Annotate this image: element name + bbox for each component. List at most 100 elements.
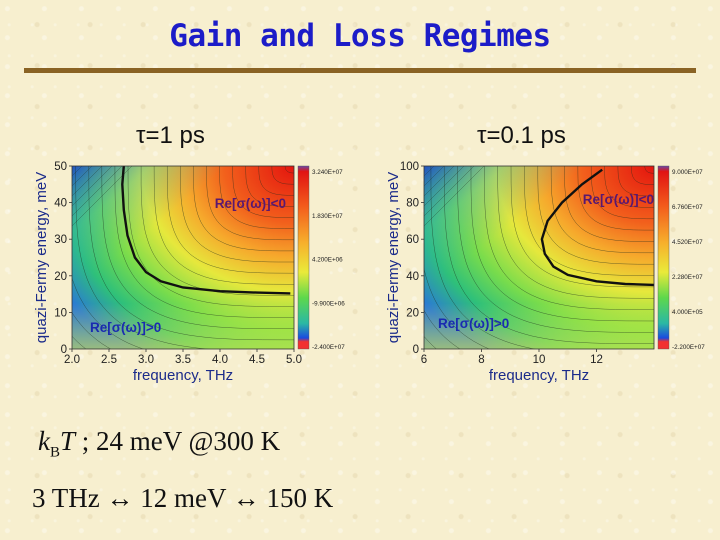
contour-line (271, 166, 294, 185)
contour-line (72, 166, 93, 187)
formula-arrow-1: ↔ (106, 483, 134, 513)
x-tick-label: 4.0 (212, 354, 228, 366)
y-tick-label: 100 (400, 161, 419, 173)
y-tick-label: 20 (406, 307, 419, 319)
y-tick-label: 0 (61, 344, 67, 356)
contour-line (424, 166, 485, 227)
formula-k: k (38, 426, 50, 456)
contour-line (424, 309, 461, 349)
panel-title-tau-1ps: τ=1 ps (136, 122, 205, 149)
contour-line (537, 166, 654, 265)
x-tick-label: 8 (478, 354, 484, 366)
formula-k-sub: B (49, 444, 60, 461)
x-tick-label: 2.5 (101, 354, 117, 366)
contour-line (590, 166, 654, 220)
title-rule (24, 68, 696, 73)
heatmap-field (72, 166, 294, 349)
region-label-loss: Re[σ(ω)]>0 (90, 320, 161, 335)
zero-contour (540, 168, 654, 287)
formula-thz: 3 THz (32, 483, 100, 513)
colorbar-label: -2.400E+07 (312, 344, 345, 351)
formula-mev: 12 meV (140, 483, 226, 513)
contour-line (443, 166, 654, 344)
colorbar-label: 2.280E+07 (672, 274, 703, 281)
colorbar-label: 6.760E+07 (672, 204, 703, 211)
x-tick-label: 6 (421, 354, 427, 366)
contour-line (258, 166, 294, 196)
x-tick-label: 3.0 (138, 354, 154, 366)
formula-energy: 24 meV @300 K (96, 426, 281, 456)
region-label-loss: Re[σ(ω)]>0 (438, 316, 509, 331)
y-tick-label: 40 (406, 271, 419, 283)
contour-line (72, 335, 87, 349)
colorbar-label: 9.000E+07 (672, 169, 703, 176)
contour-line (550, 166, 654, 254)
heatmap-tau-01ps: Re[σ(ω)]<0 Re[σ(ω)]>0 6 8 10 12 0 20 40 60 80 100 fr… (385, 161, 705, 384)
heatmap-corner-tint (72, 166, 294, 349)
contour-line (424, 166, 455, 197)
formula-kelvin: 150 K (266, 483, 334, 513)
contour-line (101, 166, 294, 329)
y-tick-label: 80 (406, 198, 419, 210)
panel-title-tau-01ps: τ=0.1 ps (477, 122, 566, 149)
y-tick-label: 30 (54, 234, 67, 246)
formula-t: T (60, 426, 76, 456)
x-tick-label: 12 (590, 354, 603, 366)
colorbar-label: 4.520E+07 (672, 239, 703, 246)
contour-line (245, 166, 294, 207)
y-axis-label: quazi-Fermy energy, meV (33, 172, 50, 343)
contour-line (577, 166, 654, 231)
formula-arrow-2: ↔ (232, 483, 260, 513)
contour-line (284, 166, 294, 174)
colorbar-label: 3.240E+07 (312, 169, 343, 176)
contour-line (72, 166, 113, 207)
formula-conversion: 3 THz ↔ 12 meV ↔ 150 K (32, 483, 333, 514)
colorbar-label: 1.830E+07 (312, 213, 343, 220)
colorbar-label: 4.200E+06 (312, 257, 343, 264)
colorbar-label: -2.200E+07 (672, 344, 705, 351)
contour-line (114, 166, 294, 318)
contour-line (72, 277, 144, 349)
contour-line (72, 166, 123, 217)
contour-line (430, 166, 536, 349)
x-axis-label: frequency, THz (489, 367, 589, 384)
contour-line (127, 166, 294, 307)
colorbar-label: 4.000E+05 (672, 309, 703, 316)
x-tick-label: 3.5 (175, 354, 191, 366)
x-tick-label: 2.0 (64, 354, 80, 366)
contour-line (424, 166, 465, 207)
contour-line (180, 166, 294, 263)
contour-line (72, 311, 112, 349)
contour-line (484, 166, 654, 310)
contour-line (88, 166, 294, 341)
heatmap-field (424, 166, 654, 349)
y-tick-label: 0 (413, 344, 419, 356)
contour-line (166, 166, 294, 274)
heatmap-corner-tint (424, 166, 654, 349)
y-tick-label: 60 (406, 234, 419, 246)
y-axis-label: quazi-Fermy energy, meV (385, 172, 402, 343)
contour-line (617, 166, 654, 197)
contour-line (457, 166, 654, 333)
colorbar-label: -9.900E+06 (312, 300, 345, 307)
contour-line (424, 267, 490, 349)
contour-line (75, 166, 211, 349)
x-axis-label: frequency, THz (133, 367, 233, 384)
contour-line (219, 166, 294, 229)
y-tick-label: 10 (54, 307, 67, 319)
heatmap-tau-1ps: Re[σ(ω)]<0 Re[σ(ω)]>0 2.0 2.5 3.0 3.5 4.0 4.5 5.… (33, 161, 345, 384)
contour-line (510, 166, 654, 288)
formula-kbt: kBT ; 24 meV @300 K (38, 426, 280, 461)
colorbar (657, 165, 670, 350)
contour-line (153, 166, 294, 285)
x-tick-label: 10 (533, 354, 546, 366)
contour-line (72, 166, 103, 197)
y-tick-label: 20 (54, 271, 67, 283)
x-tick-label: 5.0 (286, 354, 302, 366)
zero-contour (121, 166, 291, 295)
contour-line (206, 166, 294, 241)
x-tick-label: 4.5 (249, 354, 265, 366)
contour-line (644, 166, 654, 174)
contour-line (497, 166, 654, 299)
contour-line (424, 166, 435, 177)
